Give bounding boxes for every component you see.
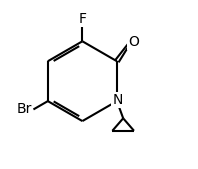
Text: F: F (78, 12, 86, 26)
Text: N: N (113, 93, 123, 107)
Text: Br: Br (17, 102, 32, 116)
Text: O: O (128, 34, 139, 49)
